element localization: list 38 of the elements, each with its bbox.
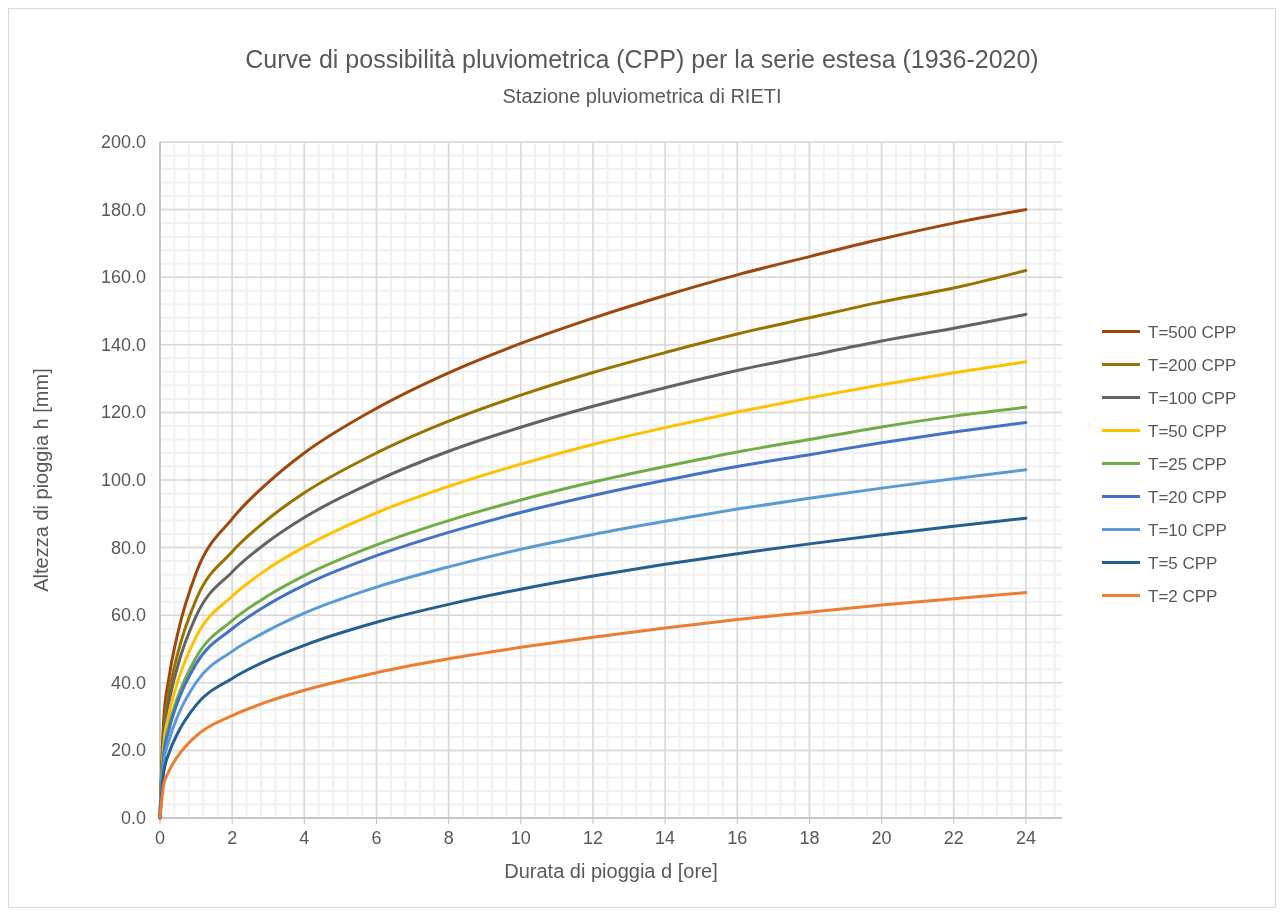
line-series [158,591,1028,820]
y-axis-title: Altezza di pioggia h [mm] [30,368,52,592]
x-tick-label: 24 [1015,828,1036,848]
x-tick-label: 14 [655,828,676,848]
y-tick-label: 180.0 [100,199,146,220]
y-tick-label: 200.0 [100,132,146,152]
x-axis-title: Durata di pioggia d [ore] [504,860,718,882]
y-tick-label: 100.0 [100,470,146,490]
legend-label: T=2 CPP [1148,586,1218,606]
y-tick-label: 160.0 [100,267,146,288]
y-tick-label: 120.0 [100,402,146,423]
y-tick-label: 20.0 [110,740,146,761]
legend-label: T=500 CPP [1148,322,1237,342]
y-tick-label: 80.0 [110,537,146,558]
x-tick-label: 16 [727,828,748,848]
x-tick-label: 4 [299,828,310,848]
legend-label: T=20 CPP [1148,487,1227,507]
legend-label: T=100 CPP [1148,388,1237,408]
y-tick-label: 140.0 [100,334,146,355]
x-tick-label: 10 [510,828,531,848]
legend-label: T=10 CPP [1148,520,1227,540]
x-tick-label: 6 [371,828,382,848]
x-tick-label: 12 [582,828,603,848]
legend-label: T=5 CPP [1148,553,1218,573]
x-tick-label: 8 [443,828,454,848]
x-tick-label: 2 [227,828,238,848]
y-tick-label: 0.0 [120,808,146,828]
x-tick-label: 22 [943,828,964,848]
legend-label: T=25 CPP [1148,454,1227,474]
legend-label: T=200 CPP [1148,355,1237,375]
y-tick-label: 60.0 [110,605,146,626]
x-tick-label: 20 [871,828,892,848]
x-tick-label: 18 [799,828,820,848]
y-tick-label: 40.0 [110,672,146,693]
chart-title: Curve di possibilità pluviometrica (CPP) per la serie estesa (1936-2020) [245,45,1039,73]
legend-label: T=50 CPP [1148,421,1227,441]
x-tick-label: 0 [154,828,166,848]
chart-subtitle: Stazione pluviometrica di RIETI [502,85,782,107]
